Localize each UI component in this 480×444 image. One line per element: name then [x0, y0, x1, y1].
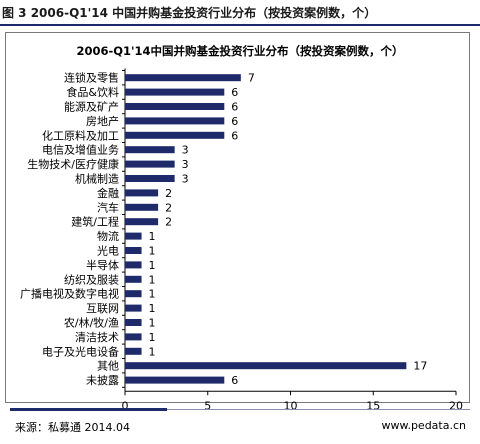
category-label: 光电 — [97, 244, 119, 258]
value-label: 7 — [248, 72, 255, 85]
category-label: 电子及光电设备 — [42, 344, 119, 358]
figure-caption: 图 3 2006-Q1'14 中国并购基金投资行业分布（按投资案例数，个） — [2, 6, 377, 20]
chart-title: 2006-Q1'14中国并购基金投资行业分布（按投资案例数，个） — [76, 44, 404, 58]
bar[interactable] — [125, 218, 159, 226]
bar[interactable] — [125, 160, 175, 168]
bar[interactable] — [125, 261, 142, 269]
category-label: 其他 — [97, 360, 119, 373]
bar[interactable] — [125, 189, 159, 197]
category-label: 能源及矿产 — [64, 100, 119, 114]
category-label: 农/林/牧/渔 — [64, 316, 119, 330]
value-label: 2 — [165, 216, 172, 229]
bar[interactable] — [125, 103, 225, 110]
source-note: 来源：私募通 2014.04 — [15, 421, 130, 434]
x-tick-label: 20 — [449, 399, 463, 412]
chart-frame — [5, 32, 470, 403]
x-tick-label: 0 — [122, 399, 129, 412]
value-label: 3 — [182, 173, 189, 186]
bar[interactable] — [125, 304, 142, 312]
category-label: 物流 — [97, 229, 119, 243]
bar[interactable] — [125, 247, 142, 254]
website-link[interactable]: www.pedata.cn — [381, 419, 466, 432]
value-label: 1 — [149, 230, 156, 243]
bar[interactable] — [125, 117, 225, 125]
top-rule — [0, 24, 480, 26]
value-label: 1 — [149, 259, 156, 272]
category-label: 半导体 — [86, 258, 119, 272]
value-label: 2 — [165, 201, 172, 214]
bar[interactable] — [125, 175, 175, 182]
value-label: 17 — [413, 360, 427, 373]
bar[interactable] — [125, 232, 142, 240]
value-label: 6 — [231, 101, 238, 114]
value-label: 1 — [149, 317, 156, 330]
category-label: 广播电视及数字电视 — [20, 287, 119, 301]
category-label: 建筑/工程 — [71, 215, 119, 229]
category-label: 机械制造 — [75, 172, 119, 186]
bar[interactable] — [125, 88, 225, 96]
value-label: 6 — [231, 115, 238, 128]
value-label: 3 — [182, 144, 189, 157]
category-label: 汽车 — [97, 200, 119, 214]
bottom-rule — [167, 409, 470, 410]
category-label: 化工原料及加工 — [42, 128, 119, 142]
bar[interactable] — [125, 333, 142, 341]
bar[interactable] — [125, 275, 142, 283]
value-label: 6 — [231, 374, 238, 387]
bar[interactable] — [125, 347, 142, 355]
bar[interactable] — [125, 146, 175, 154]
value-label: 2 — [165, 187, 172, 200]
value-label: 1 — [149, 345, 156, 358]
bar[interactable] — [125, 319, 142, 326]
bar[interactable] — [125, 203, 159, 211]
x-tick-label: 5 — [204, 399, 211, 412]
value-label: 1 — [149, 245, 156, 258]
category-label: 纺织及服装 — [64, 272, 119, 286]
bar[interactable] — [125, 290, 142, 298]
value-label: 6 — [231, 86, 238, 99]
bar[interactable] — [125, 74, 241, 82]
x-tick-label: 10 — [284, 399, 298, 412]
category-label: 电信及增值业务 — [42, 143, 119, 157]
category-label: 金融 — [97, 186, 119, 200]
category-label: 互联网 — [86, 302, 119, 315]
value-label: 6 — [231, 129, 238, 142]
bottom-rule-accent — [10, 408, 167, 411]
category-label: 清洁技术 — [75, 331, 119, 344]
x-tick-label: 15 — [366, 399, 380, 412]
bar[interactable] — [125, 362, 407, 370]
bar[interactable] — [125, 376, 225, 384]
category-label: 食品&饮料 — [66, 85, 119, 99]
value-label: 3 — [182, 158, 189, 171]
value-label: 1 — [149, 273, 156, 286]
value-label: 1 — [149, 302, 156, 315]
category-label: 未披露 — [86, 373, 119, 387]
bar[interactable] — [125, 131, 225, 139]
category-label: 连锁及零售 — [64, 71, 119, 85]
value-label: 1 — [149, 288, 156, 301]
value-label: 1 — [149, 331, 156, 344]
category-label: 生物技术/医疗健康 — [27, 157, 119, 171]
category-label: 房地产 — [86, 114, 119, 128]
